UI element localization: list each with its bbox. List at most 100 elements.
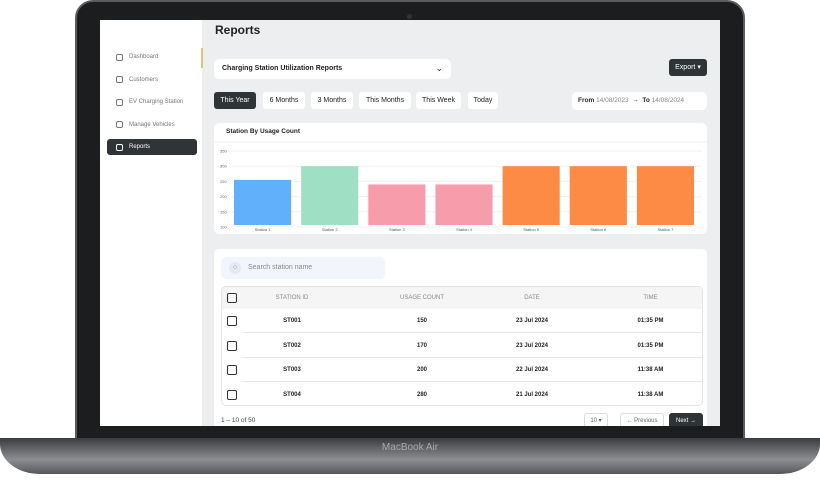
previous-button[interactable]: ← Previous (620, 413, 664, 426)
search-icon: ○ (229, 262, 241, 274)
table-cell: ST004 (283, 391, 301, 398)
sidebar-item-label: Dashboard (129, 54, 159, 60)
bar-station-3 (368, 184, 426, 225)
table-cell: 23 Jul 2024 (515, 318, 549, 324)
report-type-value: Charging Station Utilization Reports (222, 65, 343, 72)
sidebar: Dashboard Customers EV Charging Station Man… (100, 20, 202, 426)
column-header: DATE (524, 295, 540, 301)
select-all-checkbox[interactable] (227, 293, 237, 303)
tab-6-months[interactable]: 6 Months (263, 92, 305, 109)
sidebar-item-reports[interactable]: Reports (107, 139, 197, 155)
table-row: ST001 150 23 Jul 2024 01:35 PM (222, 309, 702, 333)
tab-this-year[interactable]: This Year (214, 92, 256, 109)
stations-table: STATION ID USAGE COUNT DATE TIME ST001 150 23 … (221, 286, 703, 406)
sidebar-item-manage-vehicles[interactable]: Manage Vehicles (107, 117, 197, 133)
x-tick-label: Station 5 (523, 227, 540, 232)
usage-bar-chart: 100 150 200 250 300 350 Station 1 Station 2 Stat… (214, 141, 707, 232)
table-cell: ST002 (283, 342, 301, 349)
device-label: MacBook Air (381, 442, 439, 453)
bar-station-4 (435, 184, 493, 225)
sidebar-item-ev-charging-station[interactable]: EV Charging Station (107, 94, 197, 110)
x-tick-label: Station 1 (255, 227, 272, 232)
search-input[interactable]: ○ Search station name (221, 257, 385, 279)
bar-station-5 (502, 166, 560, 225)
x-tick-label: Station 7 (658, 227, 675, 232)
chart-title: Station By Usage Count (226, 128, 301, 135)
bar-station-6 (569, 166, 627, 225)
row-checkbox[interactable] (227, 389, 237, 400)
bar-station-7 (636, 166, 694, 225)
table-header: STATION ID USAGE COUNT DATE TIME (222, 287, 702, 309)
bar-station-1 (234, 179, 292, 225)
table-row: ST004 280 21 Jul 2024 11:38 AM (222, 383, 703, 407)
table-cell: 21 Jul 2024 (515, 391, 549, 398)
x-tick-label: Station 2 (322, 227, 339, 232)
sidebar-item-customers[interactable]: Customers (107, 72, 197, 88)
table-cell: 170 (416, 342, 427, 349)
pagination-summary: 1 – 10 of 50 (221, 417, 256, 424)
x-tick-label: Station 4 (456, 227, 473, 232)
y-tick-label: 100 (220, 225, 227, 230)
date-range-picker[interactable]: From 14/08/2023 → To 14/08/2024 (572, 92, 707, 110)
charging-station-icon (116, 98, 123, 106)
search-placeholder: Search station name (248, 264, 313, 271)
row-checkbox[interactable] (227, 316, 237, 326)
screen: Dashboard Customers EV Charging Station Man… (100, 20, 720, 426)
y-tick-label: 200 (220, 194, 227, 199)
per-page-select[interactable]: 10 ▾ (584, 413, 608, 426)
car-icon (116, 121, 123, 128)
export-button[interactable]: Export ▾ (669, 59, 707, 76)
table-cell: 280 (416, 391, 427, 398)
to-date: 14/08/2024 (651, 97, 685, 104)
usage-chart-card: Station By Usage Count 100 150 200 250 300 35… (214, 123, 707, 234)
from-label: From (578, 97, 595, 104)
sidebar-item-label: EV Charging Station (129, 99, 184, 105)
tab-this-months[interactable]: This Months (359, 92, 411, 109)
table-cell: 23 Jul 2024 (515, 342, 549, 349)
sidebar-item-label: Manage Vehicles (129, 121, 175, 128)
table-cell: 22 Jul 2024 (515, 367, 549, 373)
to-label: To (642, 97, 650, 104)
row-divider (242, 356, 702, 358)
y-tick-label: 300 (220, 164, 227, 169)
table-row: ST002 170 23 Jul 2024 01:35 PM (222, 334, 702, 358)
from-date: 14/08/2023 (596, 97, 629, 104)
row-checkbox[interactable] (227, 340, 237, 351)
report-type-select[interactable]: Charging Station Utilization Reports ⌄ (214, 59, 451, 79)
stations-table-card: ○ Search station name STATION ID USAGE CO… (214, 249, 707, 426)
laptop-base (0, 438, 820, 474)
next-button[interactable]: Next → (669, 413, 703, 426)
tab-this-week[interactable]: This Week (416, 92, 461, 109)
users-icon (116, 76, 123, 83)
table-row: ST003 200 22 Jul 2024 11:38 AM (222, 358, 702, 382)
column-header: STATION ID (275, 295, 309, 301)
sidebar-item-dashboard[interactable]: Dashboard (107, 49, 197, 65)
arrow-right-icon: → (632, 97, 639, 104)
y-tick-label: 350 (220, 149, 227, 154)
table-cell: 11:38 AM (637, 391, 664, 398)
row-divider (242, 406, 703, 407)
sidebar-item-label: Customers (129, 76, 159, 83)
y-tick-label: 150 (220, 209, 227, 214)
table-cell: 11:38 AM (637, 367, 664, 373)
chevron-down-icon: ⌄ (435, 63, 443, 73)
row-divider (242, 332, 702, 333)
table-cell: 01:35 PM (637, 318, 664, 324)
grid-icon (116, 53, 123, 61)
sidebar-item-label: Reports (129, 144, 151, 150)
tab-3-months[interactable]: 3 Months (311, 92, 353, 109)
page-title: Reports (215, 23, 261, 37)
table-cell: 150 (416, 318, 427, 324)
row-divider (242, 381, 702, 382)
column-header: TIME (643, 295, 658, 301)
table-cell: 200 (416, 367, 427, 373)
bar-station-2 (301, 166, 359, 225)
table-cell: 01:35 PM (637, 342, 664, 349)
table-cell: ST003 (283, 367, 301, 373)
row-checkbox[interactable] (227, 365, 237, 375)
column-header: USAGE COUNT (399, 295, 444, 301)
x-tick-label: Station 6 (590, 227, 607, 232)
table-cell: ST001 (283, 318, 301, 324)
report-icon (116, 143, 123, 151)
tab-today[interactable]: Today (468, 92, 498, 109)
